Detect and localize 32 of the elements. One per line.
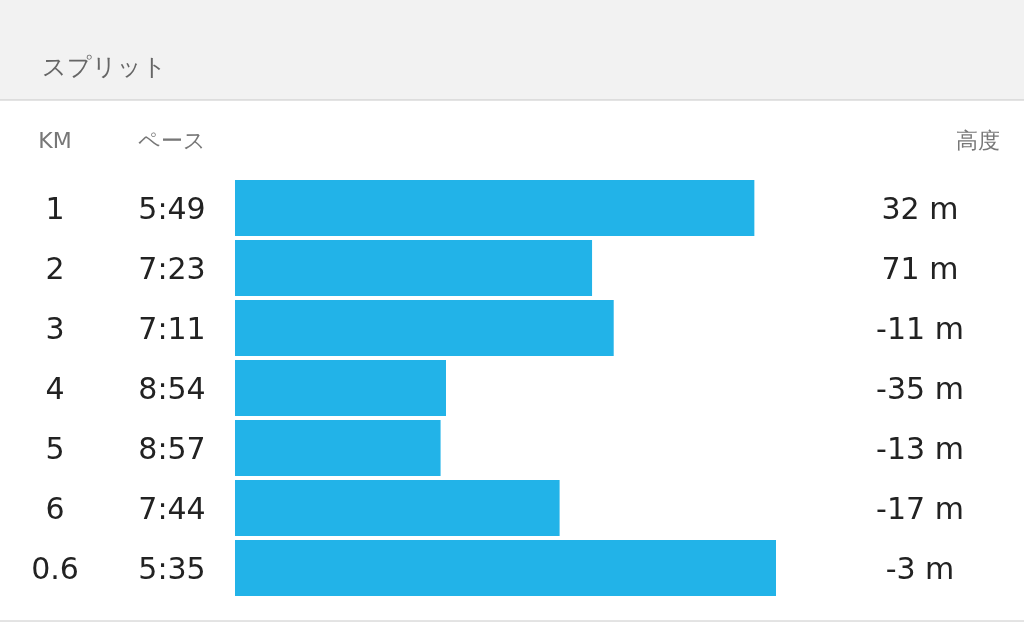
text: 高度 (956, 128, 1000, 153)
text: -35 m (876, 371, 964, 406)
bar (235, 240, 593, 296)
text: 7:23 (138, 251, 206, 286)
text: 5:49 (138, 191, 206, 226)
bar (235, 540, 776, 596)
text: -11 m (876, 311, 964, 346)
y-tick-label: 4 (45, 371, 65, 406)
text: 5:35 (138, 551, 206, 586)
text: 7:11 (138, 311, 206, 346)
text: 32 m (881, 191, 959, 226)
y-tick-label: 0.6 (31, 551, 79, 586)
text: 8:54 (138, 371, 206, 406)
y-tick-label: 5 (45, 431, 65, 466)
text: -13 m (876, 431, 964, 466)
bar (235, 300, 614, 356)
bar (235, 480, 560, 536)
y-tick-label: 2 (45, 251, 65, 286)
y-tick-label: 3 (45, 311, 65, 346)
y-axis-title: KM (38, 128, 72, 153)
text: 71 m (881, 251, 959, 286)
y-tick-label: 1 (45, 191, 65, 226)
text: 8:57 (138, 431, 206, 466)
bar (235, 180, 755, 236)
text: 7:44 (138, 491, 206, 526)
text: -3 m (885, 551, 955, 586)
bar (235, 420, 441, 476)
text: -17 m (876, 491, 964, 526)
x-axis-title: ペース (138, 128, 206, 153)
chart-title: スプリット (42, 53, 167, 81)
bar (235, 360, 446, 416)
y-tick-label: 6 (45, 491, 65, 526)
